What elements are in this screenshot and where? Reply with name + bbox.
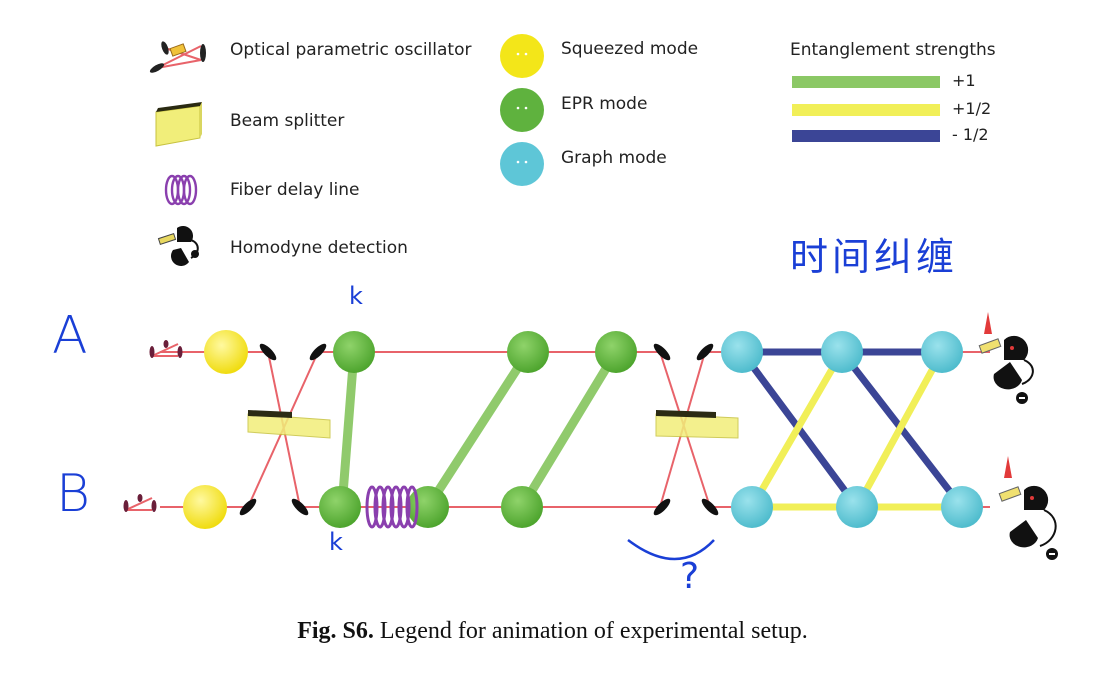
graph-mode-a-3: [921, 331, 963, 373]
graph-mode-b-1: [731, 486, 773, 528]
label-k-bottom: k: [329, 528, 343, 556]
opo-b-icon: [123, 494, 157, 512]
homodyne-detector-a: [978, 312, 1034, 404]
epr-mode-a-2: [507, 331, 549, 373]
graph-mode-b-2: [836, 486, 878, 528]
legend-homodyne-label: Homodyne detection: [230, 238, 408, 258]
strengths-title: Entanglement strengths: [790, 40, 996, 60]
caption-prefix: Fig. S6.: [297, 618, 374, 644]
epr-mode-icon: [500, 88, 544, 132]
graph-mode-icon: [500, 142, 544, 186]
epr-mode-a-3: [595, 331, 637, 373]
graph-mode-b-3: [941, 486, 983, 528]
legend-epr-label: EPR mode: [561, 94, 648, 114]
legend-opo-label: Optical parametric oscillator: [230, 40, 472, 60]
strength-label-plus-one: +1: [952, 71, 976, 90]
strength-bar-minus-half: [792, 130, 940, 142]
graph-edges: [738, 348, 966, 511]
beam-splitter-icon: [155, 102, 202, 147]
legend-squeezed-label: Squeezed mode: [561, 39, 699, 59]
label-b: B: [56, 464, 91, 524]
epr-links: [337, 347, 621, 512]
strength-bar-plus-one: [792, 76, 940, 88]
handwritten-underline: [627, 539, 715, 561]
strength-label-plus-half: +1/2: [952, 99, 992, 118]
strength-bar-plus-half: [792, 104, 940, 116]
label-k-top: k: [349, 282, 363, 310]
epr-mode-b-3: [501, 486, 543, 528]
opo-icon: [149, 41, 206, 73]
beam-splitter-1: [247, 410, 331, 439]
strength-label-minus-half: - 1/2: [952, 125, 989, 144]
squeezed-mode-b: [183, 485, 227, 529]
squeezed-mode-a: [204, 330, 248, 374]
caption-text: Legend for animation of experimental set…: [373, 618, 808, 644]
figure-caption: Fig. S6. Legend for animation of experim…: [0, 618, 1105, 645]
opo-a-icon: [149, 340, 183, 358]
homodyne-detector-b: [998, 456, 1058, 560]
legend-fiber-delay-label: Fiber delay line: [230, 180, 360, 200]
graph-mode-a-2: [821, 331, 863, 373]
squeezed-mode-icon: [500, 34, 544, 78]
label-a: A: [52, 306, 88, 366]
epr-mode-b-1: [319, 486, 361, 528]
fiber-delay-icon: [164, 174, 198, 206]
graph-mode-a-1: [721, 331, 763, 373]
beam-splitter-2: [655, 410, 739, 439]
mirrors: [239, 343, 719, 516]
label-chinese: 时间纠缠: [790, 235, 959, 279]
epr-mode-a-1: [333, 331, 375, 373]
label-question: ?: [680, 556, 700, 597]
legend-graph-label: Graph mode: [561, 148, 667, 168]
fiber-delay-line: [365, 485, 419, 529]
homodyne-icon: [157, 226, 199, 266]
legend-beam-splitter-label: Beam splitter: [230, 111, 345, 131]
epr-mode-b-2: [407, 486, 449, 528]
